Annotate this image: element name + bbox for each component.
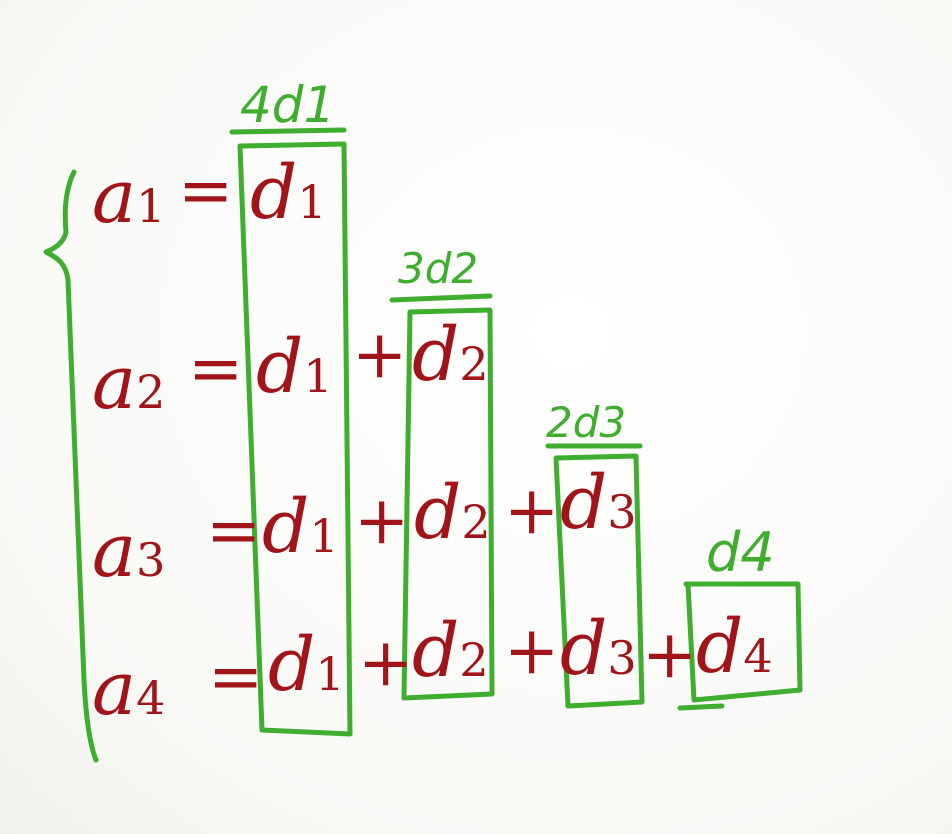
equals-sign: =: [208, 638, 264, 715]
equals-sign: =: [188, 330, 244, 407]
column-box-d4: [677, 581, 803, 711]
plus-sign: +: [358, 624, 414, 701]
left-brace: [43, 169, 99, 763]
column-label-4: d4: [706, 521, 775, 584]
lhs-a1: a1: [92, 154, 166, 240]
term-d2: d2: [414, 470, 491, 556]
equals-sign: =: [178, 152, 234, 229]
plus-sign: +: [504, 472, 560, 549]
term-d2: d2: [412, 608, 489, 694]
column-label-2: 3d2: [398, 244, 479, 293]
lhs-a2: a2: [92, 340, 166, 426]
lhs-a3: a3: [92, 508, 166, 594]
term-d4: d4: [696, 604, 773, 690]
column-label-3: 2d3: [546, 398, 627, 447]
term-d2: d2: [412, 312, 489, 398]
plus-sign: +: [504, 612, 560, 689]
term-d3: d3: [560, 606, 637, 692]
column-box-d2: [389, 293, 495, 701]
column-label-1: 4d1: [240, 76, 336, 134]
term-d3: d3: [560, 460, 637, 546]
lhs-a4: a4: [92, 646, 166, 732]
column-box-d1: [229, 127, 353, 737]
plus-sign: +: [352, 316, 408, 393]
plus-sign: +: [642, 616, 698, 693]
term-d1: d1: [268, 622, 345, 708]
plus-sign: +: [354, 482, 410, 559]
term-d1: d1: [250, 150, 327, 236]
term-d1: d1: [262, 484, 339, 570]
term-d1: d1: [256, 324, 333, 410]
column-box-d3: [545, 443, 645, 709]
equals-sign: =: [206, 492, 262, 569]
